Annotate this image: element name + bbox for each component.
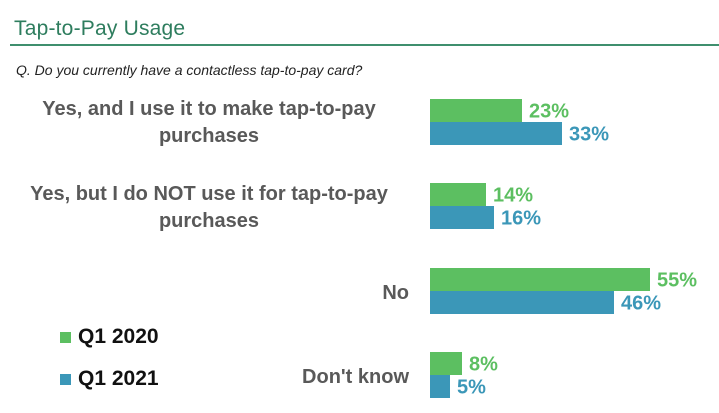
category-label-dont-know: Don't know [302, 366, 409, 388]
bar-q1-2021-cat-1 [430, 206, 494, 229]
value-label-q1-2021-cat-1: 16% [501, 208, 541, 230]
category-label-yes-use: Yes, and I use it to make tap-to-pay pur… [42, 98, 376, 147]
value-label-q1-2020-cat-0: 23% [529, 101, 569, 123]
value-label-q1-2021-cat-2: 46% [621, 293, 661, 315]
bar-q1-2020-cat-1 [430, 183, 486, 206]
page-title: Tap-to-Pay Usage [14, 17, 186, 40]
bar-q1-2021-cat-2 [430, 291, 614, 314]
bar-q1-2020-cat-0 [430, 99, 522, 122]
legend-label: Q1 2020 [78, 325, 159, 348]
bar-q1-2021-cat-3 [430, 375, 450, 398]
bar-q1-2021-cat-0 [430, 122, 562, 145]
legend-item-q1-2020: Q1 2020 [60, 325, 159, 349]
value-label-q1-2020-cat-1: 14% [493, 185, 533, 207]
survey-question: Q. Do you currently have a contactless t… [16, 62, 363, 78]
bar-q1-2020-cat-2 [430, 268, 650, 291]
value-label-q1-2021-cat-3: 5% [457, 377, 486, 399]
legend-label: Q1 2021 [78, 367, 159, 390]
bar-q1-2020-cat-3 [430, 352, 462, 375]
legend-swatch-q1-2020 [60, 331, 71, 343]
value-label-q1-2020-cat-2: 55% [657, 270, 697, 292]
legend-swatch-q1-2021 [60, 373, 71, 385]
title-divider [10, 44, 719, 46]
legend-item-q1-2021: Q1 2021 [60, 367, 159, 391]
value-label-q1-2021-cat-0: 33% [569, 124, 609, 146]
category-label-no: No [382, 282, 409, 304]
category-label-yes-not-use: Yes, but I do NOT use it for tap-to-pay … [30, 183, 388, 232]
value-label-q1-2020-cat-3: 8% [469, 354, 498, 376]
